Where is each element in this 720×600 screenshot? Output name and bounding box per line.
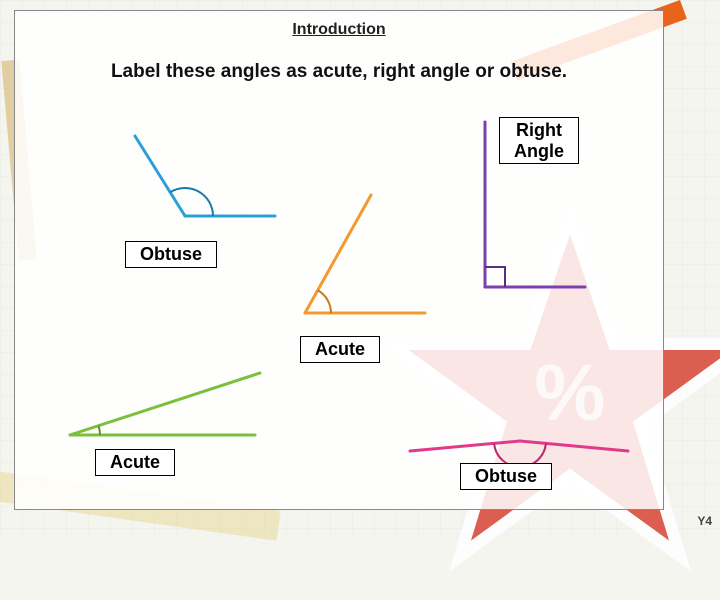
label-right-angle: Right Angle	[499, 117, 579, 164]
slide-card: Introduction Label these angles as acute…	[14, 10, 664, 510]
label-obtuse-1: Obtuse	[125, 241, 217, 268]
angle-orange-acute	[275, 191, 445, 321]
label-acute-left: Acute	[95, 449, 175, 476]
angle-green-acute	[45, 363, 275, 443]
angle-pink-obtuse	[400, 391, 640, 461]
angle-blue-obtuse	[55, 126, 285, 226]
label-acute-center: Acute	[300, 336, 380, 363]
label-obtuse-2: Obtuse	[460, 463, 552, 490]
section-title: Introduction	[15, 21, 663, 39]
instruction-text: Label these angles as acute, right angle…	[15, 61, 663, 83]
year-tag: Y4	[697, 514, 712, 528]
